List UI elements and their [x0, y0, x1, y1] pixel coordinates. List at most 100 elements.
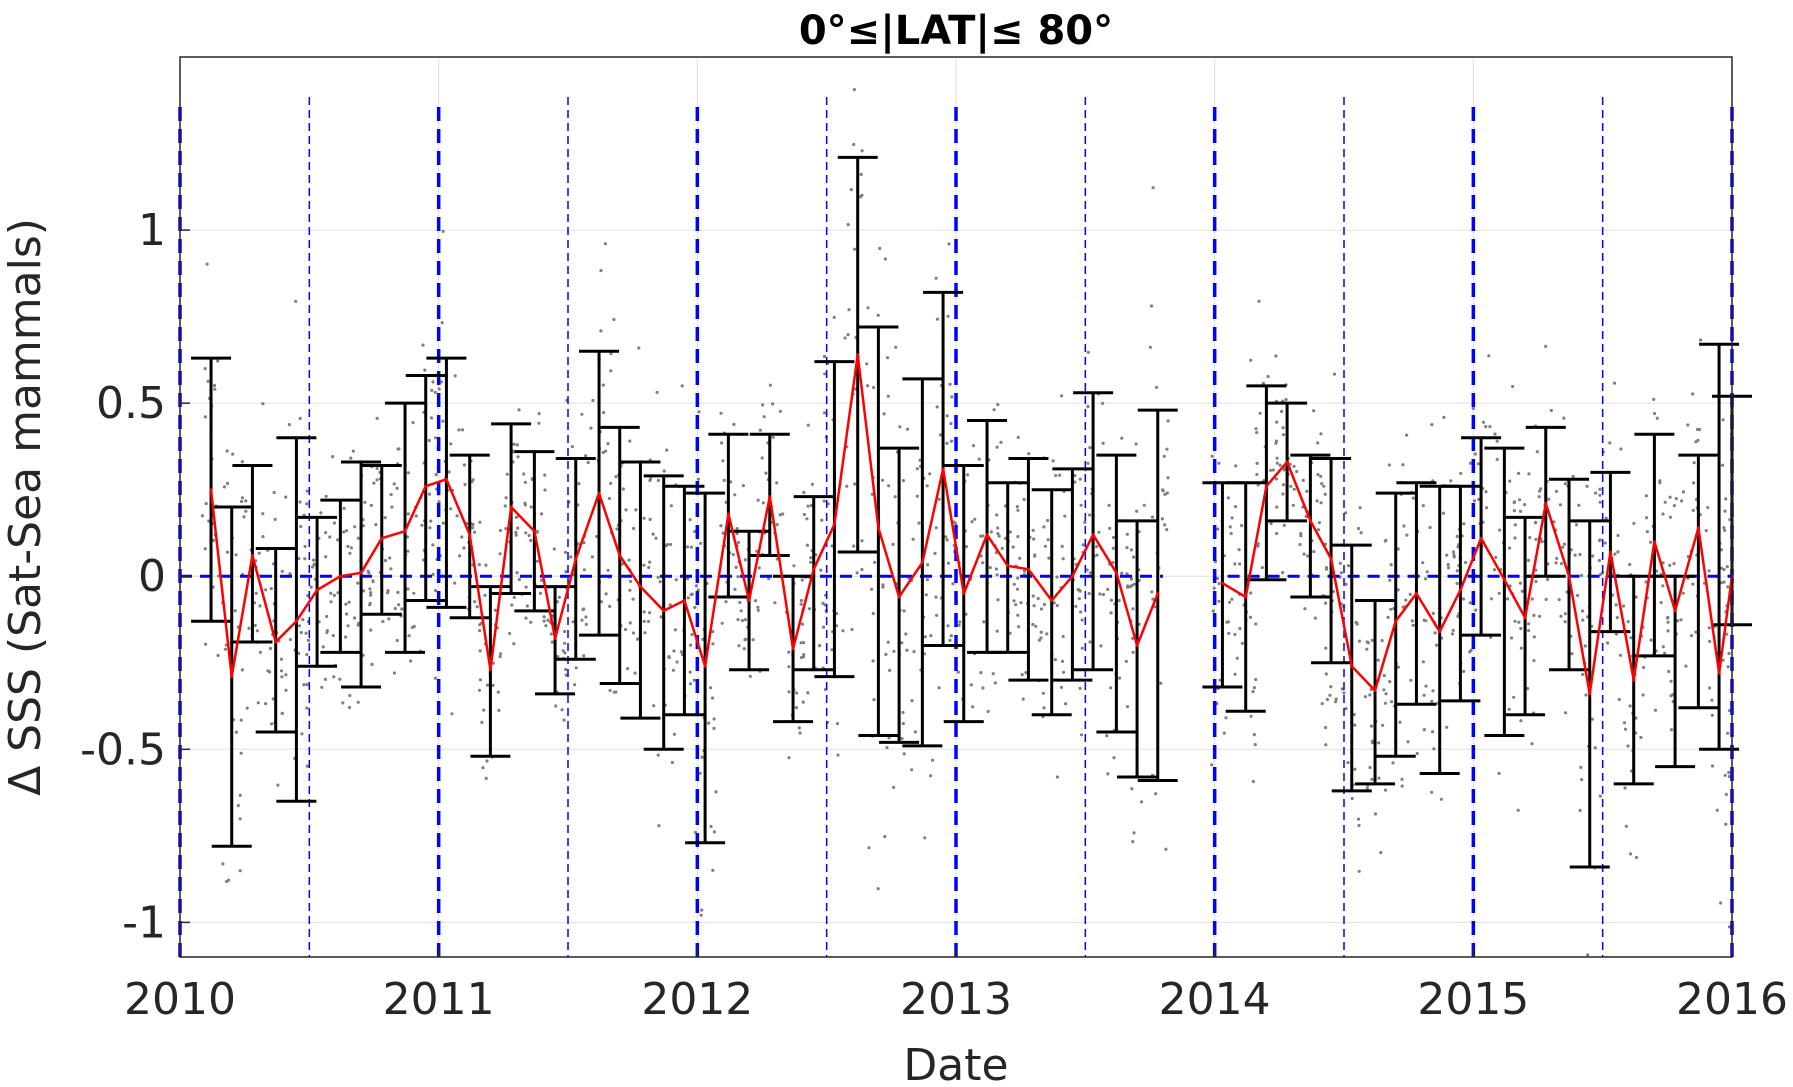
- error-bar: [793, 495, 834, 672]
- scatter-point: [1078, 589, 1082, 593]
- scatter-point: [773, 601, 777, 605]
- scatter-point: [395, 638, 399, 643]
- scatter-point: [236, 804, 240, 808]
- scatter-point: [823, 411, 827, 415]
- scatter-point: [915, 467, 920, 471]
- scatter-point: [1516, 808, 1520, 812]
- scatter-point: [1225, 620, 1229, 624]
- scatter-point: [1125, 705, 1130, 709]
- scatter-point: [1675, 619, 1680, 623]
- scatter-point: [778, 409, 783, 413]
- scatter-point: [1579, 765, 1583, 770]
- scatter-point: [688, 518, 692, 522]
- mean-point: [1329, 557, 1333, 561]
- scatter-point: [297, 557, 301, 561]
- scatter-point: [1382, 688, 1386, 692]
- scatter-point: [1354, 620, 1358, 625]
- scatter-point: [504, 527, 508, 531]
- mean-point: [1652, 540, 1656, 544]
- scatter-point: [604, 592, 608, 596]
- scatter-point: [1095, 553, 1099, 557]
- scatter-point: [1629, 636, 1633, 640]
- scatter-point: [1644, 494, 1648, 498]
- scatter-point: [669, 504, 674, 508]
- mean-point: [1308, 519, 1312, 523]
- mean-point: [468, 533, 472, 537]
- scatter-point: [1724, 497, 1728, 501]
- scatter-point: [802, 641, 806, 645]
- scatter-point: [1402, 524, 1406, 528]
- scatter-point: [1131, 840, 1135, 844]
- scatter-point: [571, 620, 575, 624]
- mean-point: [553, 637, 557, 640]
- error-bar: [749, 432, 790, 557]
- scatter-point: [1558, 503, 1562, 507]
- scatter-point: [346, 544, 350, 549]
- scatter-point: [1131, 607, 1135, 611]
- scatter-point: [822, 499, 826, 503]
- scatter-point: [1018, 556, 1022, 560]
- scatter-point: [347, 600, 351, 604]
- scatter-point: [383, 516, 387, 520]
- scatter-point: [1560, 562, 1564, 566]
- scatter-point: [498, 552, 502, 556]
- scatter-point: [700, 755, 704, 759]
- scatter-point: [433, 390, 437, 394]
- scatter-point: [529, 505, 533, 509]
- scatter-point: [1540, 540, 1544, 544]
- scatter-point: [1506, 597, 1510, 601]
- scatter-point: [1523, 503, 1527, 507]
- scatter-point: [599, 269, 603, 273]
- scatter-point: [1721, 418, 1725, 422]
- scatter-point: [1518, 509, 1523, 513]
- scatter-point: [356, 623, 360, 627]
- scatter-point: [1722, 580, 1726, 584]
- scatter-point: [225, 550, 230, 554]
- scatter-point: [883, 835, 887, 839]
- mean-point: [1414, 592, 1418, 595]
- scatter-point: [1368, 765, 1372, 770]
- scatter-point: [1320, 702, 1324, 706]
- scatter-point: [1726, 665, 1730, 669]
- scatter-point: [1665, 616, 1670, 620]
- scatter-point: [757, 566, 761, 570]
- scatter-point: [1513, 523, 1517, 527]
- scatter-point: [686, 596, 690, 600]
- scatter-point: [1487, 354, 1491, 358]
- scatter-point: [756, 605, 760, 609]
- scatter-point: [1691, 392, 1695, 396]
- scatter-point: [1710, 764, 1715, 768]
- scatter-point: [689, 545, 694, 549]
- scatter-point: [761, 403, 765, 407]
- scatter-point: [1451, 550, 1456, 554]
- scatter-point: [614, 475, 618, 479]
- scatter-point: [257, 551, 261, 555]
- scatter-point: [1377, 741, 1381, 745]
- scatter-point: [1606, 641, 1610, 645]
- scatter-point: [280, 569, 284, 573]
- scatter-point: [900, 641, 904, 645]
- scatter-point: [1377, 776, 1381, 780]
- scatter-point: [321, 645, 325, 649]
- scatter-point: [258, 650, 262, 654]
- scatter-point: [800, 622, 805, 626]
- scatter-point: [1623, 786, 1627, 790]
- scatter-point: [1255, 472, 1259, 477]
- scatter-point: [957, 623, 961, 627]
- scatter-point: [331, 455, 335, 459]
- y-tick-label: 0: [138, 551, 166, 602]
- scatter-point: [997, 534, 1001, 538]
- scatter-point: [434, 589, 438, 593]
- y-tick-label: -0.5: [80, 724, 166, 775]
- scatter-point: [1253, 743, 1257, 747]
- mean-point: [1479, 536, 1483, 540]
- scatter-point: [1086, 461, 1090, 465]
- scatter-point: [1518, 581, 1522, 585]
- scatter-point: [301, 618, 305, 622]
- scatter-point: [686, 545, 690, 549]
- scatter-point: [1249, 591, 1253, 595]
- scatter-point: [331, 633, 335, 638]
- scatter-point: [806, 423, 810, 427]
- scatter-point: [449, 507, 453, 511]
